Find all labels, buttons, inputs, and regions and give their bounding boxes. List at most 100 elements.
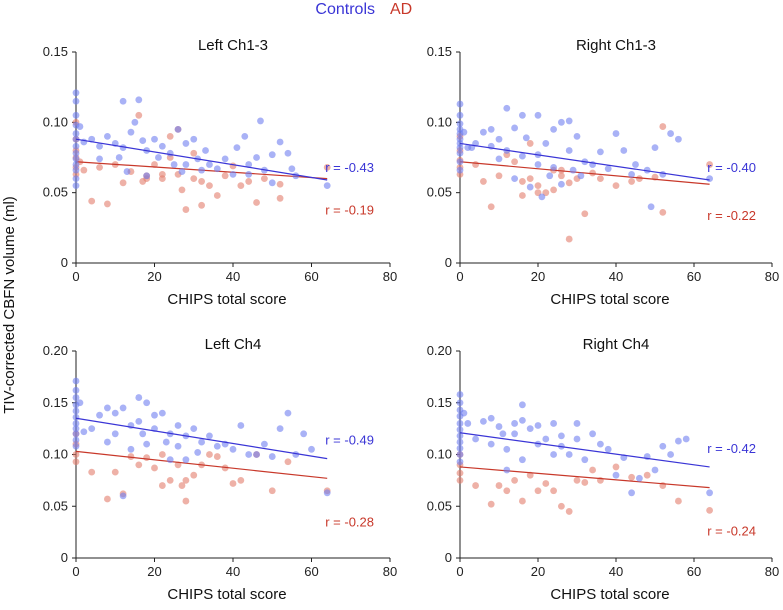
data-point-ad bbox=[276, 180, 284, 188]
data-point-controls bbox=[636, 474, 643, 482]
data-point-ad bbox=[104, 200, 111, 208]
trend-line-ad bbox=[459, 466, 710, 489]
data-point-controls bbox=[213, 442, 221, 450]
x-axis-label: CHIPS total score bbox=[167, 586, 286, 603]
data-point-controls bbox=[667, 130, 674, 137]
data-point-controls bbox=[604, 445, 612, 453]
data-point-controls bbox=[174, 442, 182, 450]
data-point-controls bbox=[522, 134, 530, 142]
correlation-label-controls: r = -0.43 bbox=[325, 160, 374, 175]
data-point-controls bbox=[261, 440, 268, 448]
data-point-controls bbox=[104, 133, 111, 140]
data-point-controls bbox=[257, 117, 264, 125]
data-point-controls bbox=[480, 417, 487, 425]
correlation-label-ad: r = -0.24 bbox=[707, 524, 756, 539]
data-point-controls bbox=[589, 430, 596, 438]
data-point-controls bbox=[268, 453, 276, 460]
data-point-controls bbox=[612, 130, 620, 137]
data-point-controls bbox=[72, 394, 80, 401]
series-controls bbox=[72, 89, 331, 190]
x-tick-label: 40 bbox=[226, 564, 240, 579]
data-point-ad bbox=[213, 453, 221, 460]
data-point-ad bbox=[565, 235, 573, 243]
data-point-controls bbox=[76, 123, 84, 130]
data-point-controls bbox=[538, 193, 546, 201]
data-point-controls bbox=[143, 399, 151, 407]
data-point-controls bbox=[456, 458, 464, 466]
data-point-ad bbox=[675, 497, 682, 505]
data-point-ad bbox=[526, 175, 534, 183]
data-point-ad bbox=[182, 206, 190, 213]
data-point-ad bbox=[495, 482, 503, 489]
trend-line-controls bbox=[459, 142, 710, 181]
y-tick-label: 0.10 bbox=[427, 447, 452, 462]
data-point-controls bbox=[456, 426, 464, 434]
data-point-controls bbox=[174, 422, 182, 429]
data-point-controls bbox=[229, 445, 237, 453]
data-point-controls bbox=[456, 451, 464, 458]
data-point-ad bbox=[706, 161, 713, 168]
data-point-controls bbox=[597, 148, 604, 156]
data-point-controls bbox=[206, 432, 213, 440]
data-point-ad bbox=[190, 471, 198, 479]
x-tick-label: 80 bbox=[383, 564, 397, 579]
x-tick-label: 40 bbox=[609, 564, 623, 579]
data-point-ad bbox=[237, 476, 245, 484]
data-point-ad bbox=[276, 194, 284, 202]
data-point-controls bbox=[675, 135, 682, 143]
data-point-controls bbox=[612, 471, 620, 479]
data-point-controls bbox=[72, 442, 80, 450]
data-point-controls bbox=[565, 147, 573, 154]
y-tick-label: 0.05 bbox=[43, 185, 68, 200]
data-point-controls bbox=[143, 440, 151, 448]
data-point-controls bbox=[158, 142, 166, 150]
data-point-controls bbox=[487, 414, 495, 422]
panel-right-ch1-3: Right Ch1-3 0 0.05 0.10 0.15 0 20 40 60 80 CHIPS t… bbox=[427, 37, 780, 308]
data-point-controls bbox=[651, 144, 659, 152]
data-point-controls bbox=[135, 394, 143, 401]
data-point-ad bbox=[253, 199, 260, 206]
data-point-controls bbox=[72, 142, 80, 150]
data-point-controls bbox=[632, 161, 639, 168]
correlation-label-controls: r = -0.40 bbox=[707, 160, 756, 175]
correlation-label-ad: r = -0.19 bbox=[325, 203, 374, 218]
data-point-controls bbox=[456, 420, 464, 427]
data-point-controls bbox=[581, 456, 589, 464]
data-point-ad bbox=[526, 140, 534, 147]
data-point-ad bbox=[182, 497, 190, 505]
data-point-controls bbox=[542, 140, 550, 147]
data-point-controls bbox=[253, 451, 260, 458]
data-point-controls bbox=[456, 111, 464, 119]
data-point-controls bbox=[573, 420, 581, 427]
correlation-label-ad: r = -0.28 bbox=[325, 514, 374, 529]
data-point-ad bbox=[706, 506, 713, 514]
data-point-ad bbox=[158, 175, 166, 183]
data-point-controls bbox=[72, 175, 80, 183]
data-point-controls bbox=[72, 425, 80, 433]
data-point-ad bbox=[190, 175, 198, 183]
data-point-controls bbox=[558, 180, 565, 188]
data-point-controls bbox=[123, 168, 131, 175]
data-point-controls bbox=[245, 170, 253, 178]
data-point-ad bbox=[643, 471, 651, 479]
data-point-controls bbox=[72, 166, 80, 174]
data-point-controls bbox=[72, 420, 80, 427]
data-point-controls bbox=[72, 377, 80, 385]
data-point-ad bbox=[158, 482, 166, 489]
data-point-controls bbox=[182, 456, 190, 464]
correlation-label-controls: r = -0.42 bbox=[707, 441, 756, 456]
data-point-controls bbox=[194, 449, 202, 456]
data-point-ad bbox=[229, 162, 237, 170]
data-point-ad bbox=[456, 469, 464, 477]
data-point-ad bbox=[158, 451, 166, 458]
y-tick-label: 0.15 bbox=[427, 44, 452, 59]
data-point-controls bbox=[487, 125, 495, 133]
data-point-ad bbox=[96, 163, 103, 171]
data-point-ad bbox=[534, 182, 542, 190]
data-point-controls bbox=[503, 104, 511, 112]
data-point-controls bbox=[182, 161, 190, 168]
data-point-controls bbox=[604, 165, 612, 173]
data-point-ad bbox=[550, 186, 557, 194]
y-tick-label: 0 bbox=[445, 255, 452, 270]
x-tick-label: 0 bbox=[456, 564, 463, 579]
